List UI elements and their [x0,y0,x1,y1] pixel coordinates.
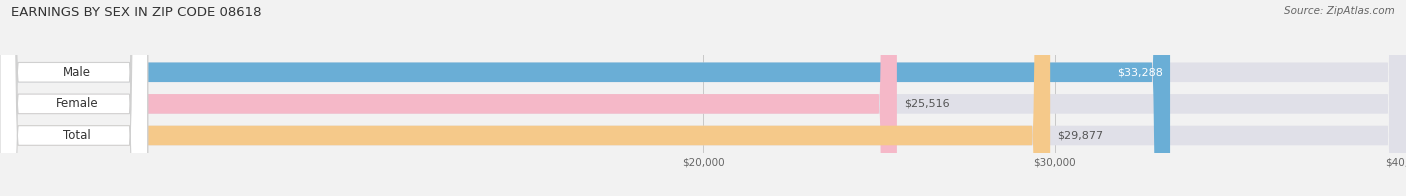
Text: Source: ZipAtlas.com: Source: ZipAtlas.com [1284,6,1395,16]
Text: $29,877: $29,877 [1057,131,1104,141]
Text: $33,288: $33,288 [1118,67,1163,77]
FancyBboxPatch shape [0,0,148,196]
Text: EARNINGS BY SEX IN ZIP CODE 08618: EARNINGS BY SEX IN ZIP CODE 08618 [11,6,262,19]
FancyBboxPatch shape [0,0,897,196]
FancyBboxPatch shape [0,0,1170,196]
FancyBboxPatch shape [0,0,148,196]
FancyBboxPatch shape [0,0,1050,196]
FancyBboxPatch shape [0,0,148,196]
Text: $25,516: $25,516 [904,99,949,109]
Text: Total: Total [63,129,90,142]
Text: Female: Female [55,97,98,110]
Text: Male: Male [63,66,91,79]
